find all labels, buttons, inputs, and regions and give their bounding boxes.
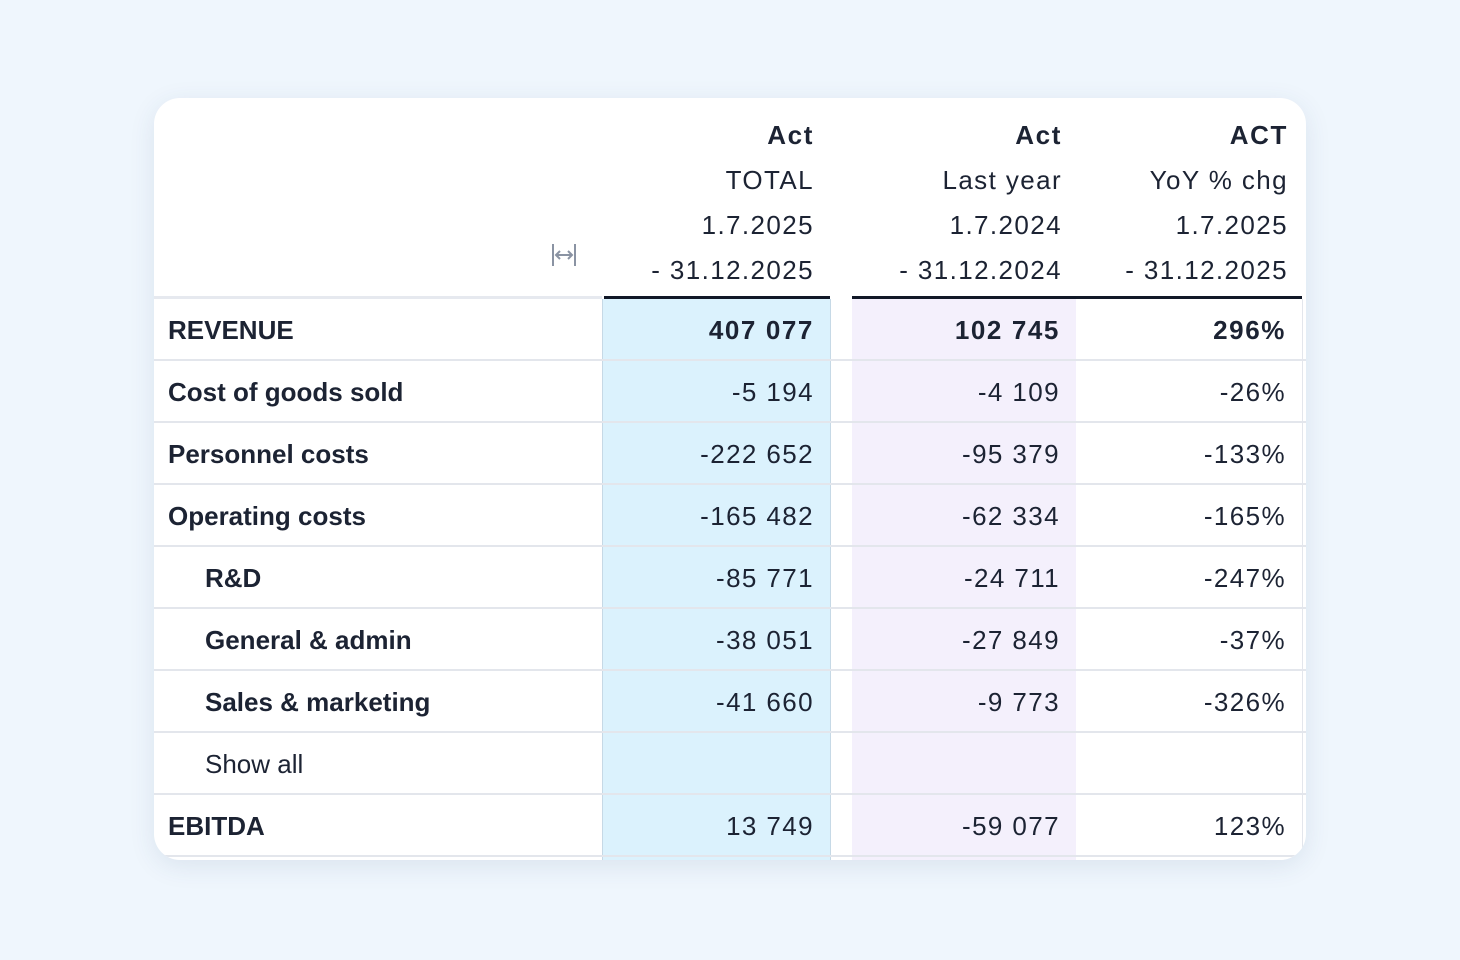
cell-yoy-change[interactable]: 123% [1213, 811, 1286, 841]
cell-total[interactable]: -85 771 [716, 563, 814, 593]
column-header-date-from: 1.7.2024 [949, 210, 1062, 240]
column-header-date-to: - 31.12.2025 [651, 255, 814, 285]
row-label: R&D [205, 563, 262, 593]
cell-total[interactable]: 13 749 [726, 811, 814, 841]
column-header-title: Act [767, 120, 814, 150]
header-divider [154, 296, 602, 299]
table-row-sales-marketing[interactable]: Sales & marketing -41 660 -9 773 -326% [154, 671, 1306, 733]
row-divider [154, 545, 1306, 547]
cell-yoy-change[interactable]: -326% [1203, 687, 1286, 717]
row-divider [154, 793, 1306, 795]
column-header-title: Act [1015, 120, 1062, 150]
column-header-date-to: - 31.12.2024 [899, 255, 1062, 285]
row-label: EBITDA [168, 811, 265, 841]
column-header-total[interactable]: Act TOTAL 1.7.2025 - 31.12.2025 [604, 98, 814, 298]
row-divider [154, 359, 1306, 361]
cell-yoy-change[interactable]: -247% [1203, 563, 1286, 593]
cell-last-year[interactable]: -62 334 [962, 501, 1060, 531]
cell-last-year[interactable]: -59 077 [962, 811, 1060, 841]
row-label: Operating costs [168, 501, 366, 531]
cell-total[interactable]: -222 652 [700, 439, 814, 469]
cell-last-year[interactable]: -24 711 [963, 563, 1060, 593]
column-header-date-from: 1.7.2025 [701, 210, 814, 240]
show-all-link[interactable]: Show all [205, 749, 304, 779]
column-header-subtitle: TOTAL [725, 165, 814, 195]
row-label: Sales & marketing [205, 687, 431, 717]
row-divider [154, 607, 1306, 609]
column-header-last-year[interactable]: Act Last year 1.7.2024 - 31.12.2024 [852, 98, 1062, 298]
table-row-personnel-costs[interactable]: Personnel costs -222 652 -95 379 -133% [154, 423, 1306, 485]
row-label: REVENUE [168, 315, 294, 345]
column-header-subtitle: Last year [942, 165, 1062, 195]
cell-total[interactable]: -165 482 [700, 501, 814, 531]
table-row-general-admin[interactable]: General & admin -38 051 -27 849 -37% [154, 609, 1306, 671]
column-last-year-background [852, 299, 1077, 860]
column-yoy-background [1076, 299, 1303, 860]
column-header-date-to: - 31.12.2025 [1125, 255, 1288, 285]
header-rule-comparison [852, 296, 1302, 299]
row-divider [154, 421, 1306, 423]
cell-yoy-change[interactable]: 296% [1213, 315, 1286, 345]
cell-last-year[interactable]: 102 745 [954, 315, 1060, 345]
table-row-rnd[interactable]: R&D -85 771 -24 711 -247% [154, 547, 1306, 609]
table-row-cost-of-goods-sold[interactable]: Cost of goods sold -5 194 -4 109 -26% [154, 361, 1306, 423]
row-label: Personnel costs [168, 439, 369, 469]
cell-total[interactable]: -38 051 [716, 625, 814, 655]
column-header-title: ACT [1229, 120, 1288, 150]
row-divider [154, 483, 1306, 485]
table-row-revenue[interactable]: REVENUE 407 077 102 745 296% [154, 299, 1306, 361]
column-header-date-from: 1.7.2025 [1175, 210, 1288, 240]
header-rule-total [604, 296, 830, 299]
row-divider [154, 855, 1306, 857]
cell-last-year[interactable]: -4 109 [977, 377, 1060, 407]
row-label: Cost of goods sold [168, 377, 404, 407]
cell-yoy-change[interactable]: -37% [1219, 625, 1286, 655]
cell-total[interactable]: -41 660 [716, 687, 814, 717]
row-divider [154, 669, 1306, 671]
cell-last-year[interactable]: -27 849 [962, 625, 1060, 655]
cell-total[interactable]: 407 077 [708, 315, 814, 345]
cell-yoy-change[interactable]: -26% [1219, 377, 1286, 407]
column-resize-icon[interactable] [551, 243, 577, 267]
column-total-background [602, 299, 831, 860]
cell-yoy-change[interactable]: -165% [1203, 501, 1286, 531]
report-table: Act TOTAL 1.7.2025 - 31.12.2025 Act Last… [154, 98, 1306, 860]
table-row-show-all: Show all [154, 733, 1306, 795]
row-divider [154, 731, 1306, 733]
cell-yoy-change[interactable]: -133% [1203, 439, 1286, 469]
table-row-operating-costs[interactable]: Operating costs -165 482 -62 334 -165% [154, 485, 1306, 547]
table-row-ebitda[interactable]: EBITDA 13 749 -59 077 123% [154, 795, 1306, 857]
row-label: General & admin [205, 625, 412, 655]
cell-total[interactable]: -5 194 [731, 377, 814, 407]
cell-last-year[interactable]: -9 773 [977, 687, 1060, 717]
column-header-subtitle: YoY % chg [1149, 165, 1288, 195]
column-header-yoy[interactable]: ACT YoY % chg 1.7.2025 - 31.12.2025 [1076, 98, 1288, 298]
cell-last-year[interactable]: -95 379 [962, 439, 1060, 469]
